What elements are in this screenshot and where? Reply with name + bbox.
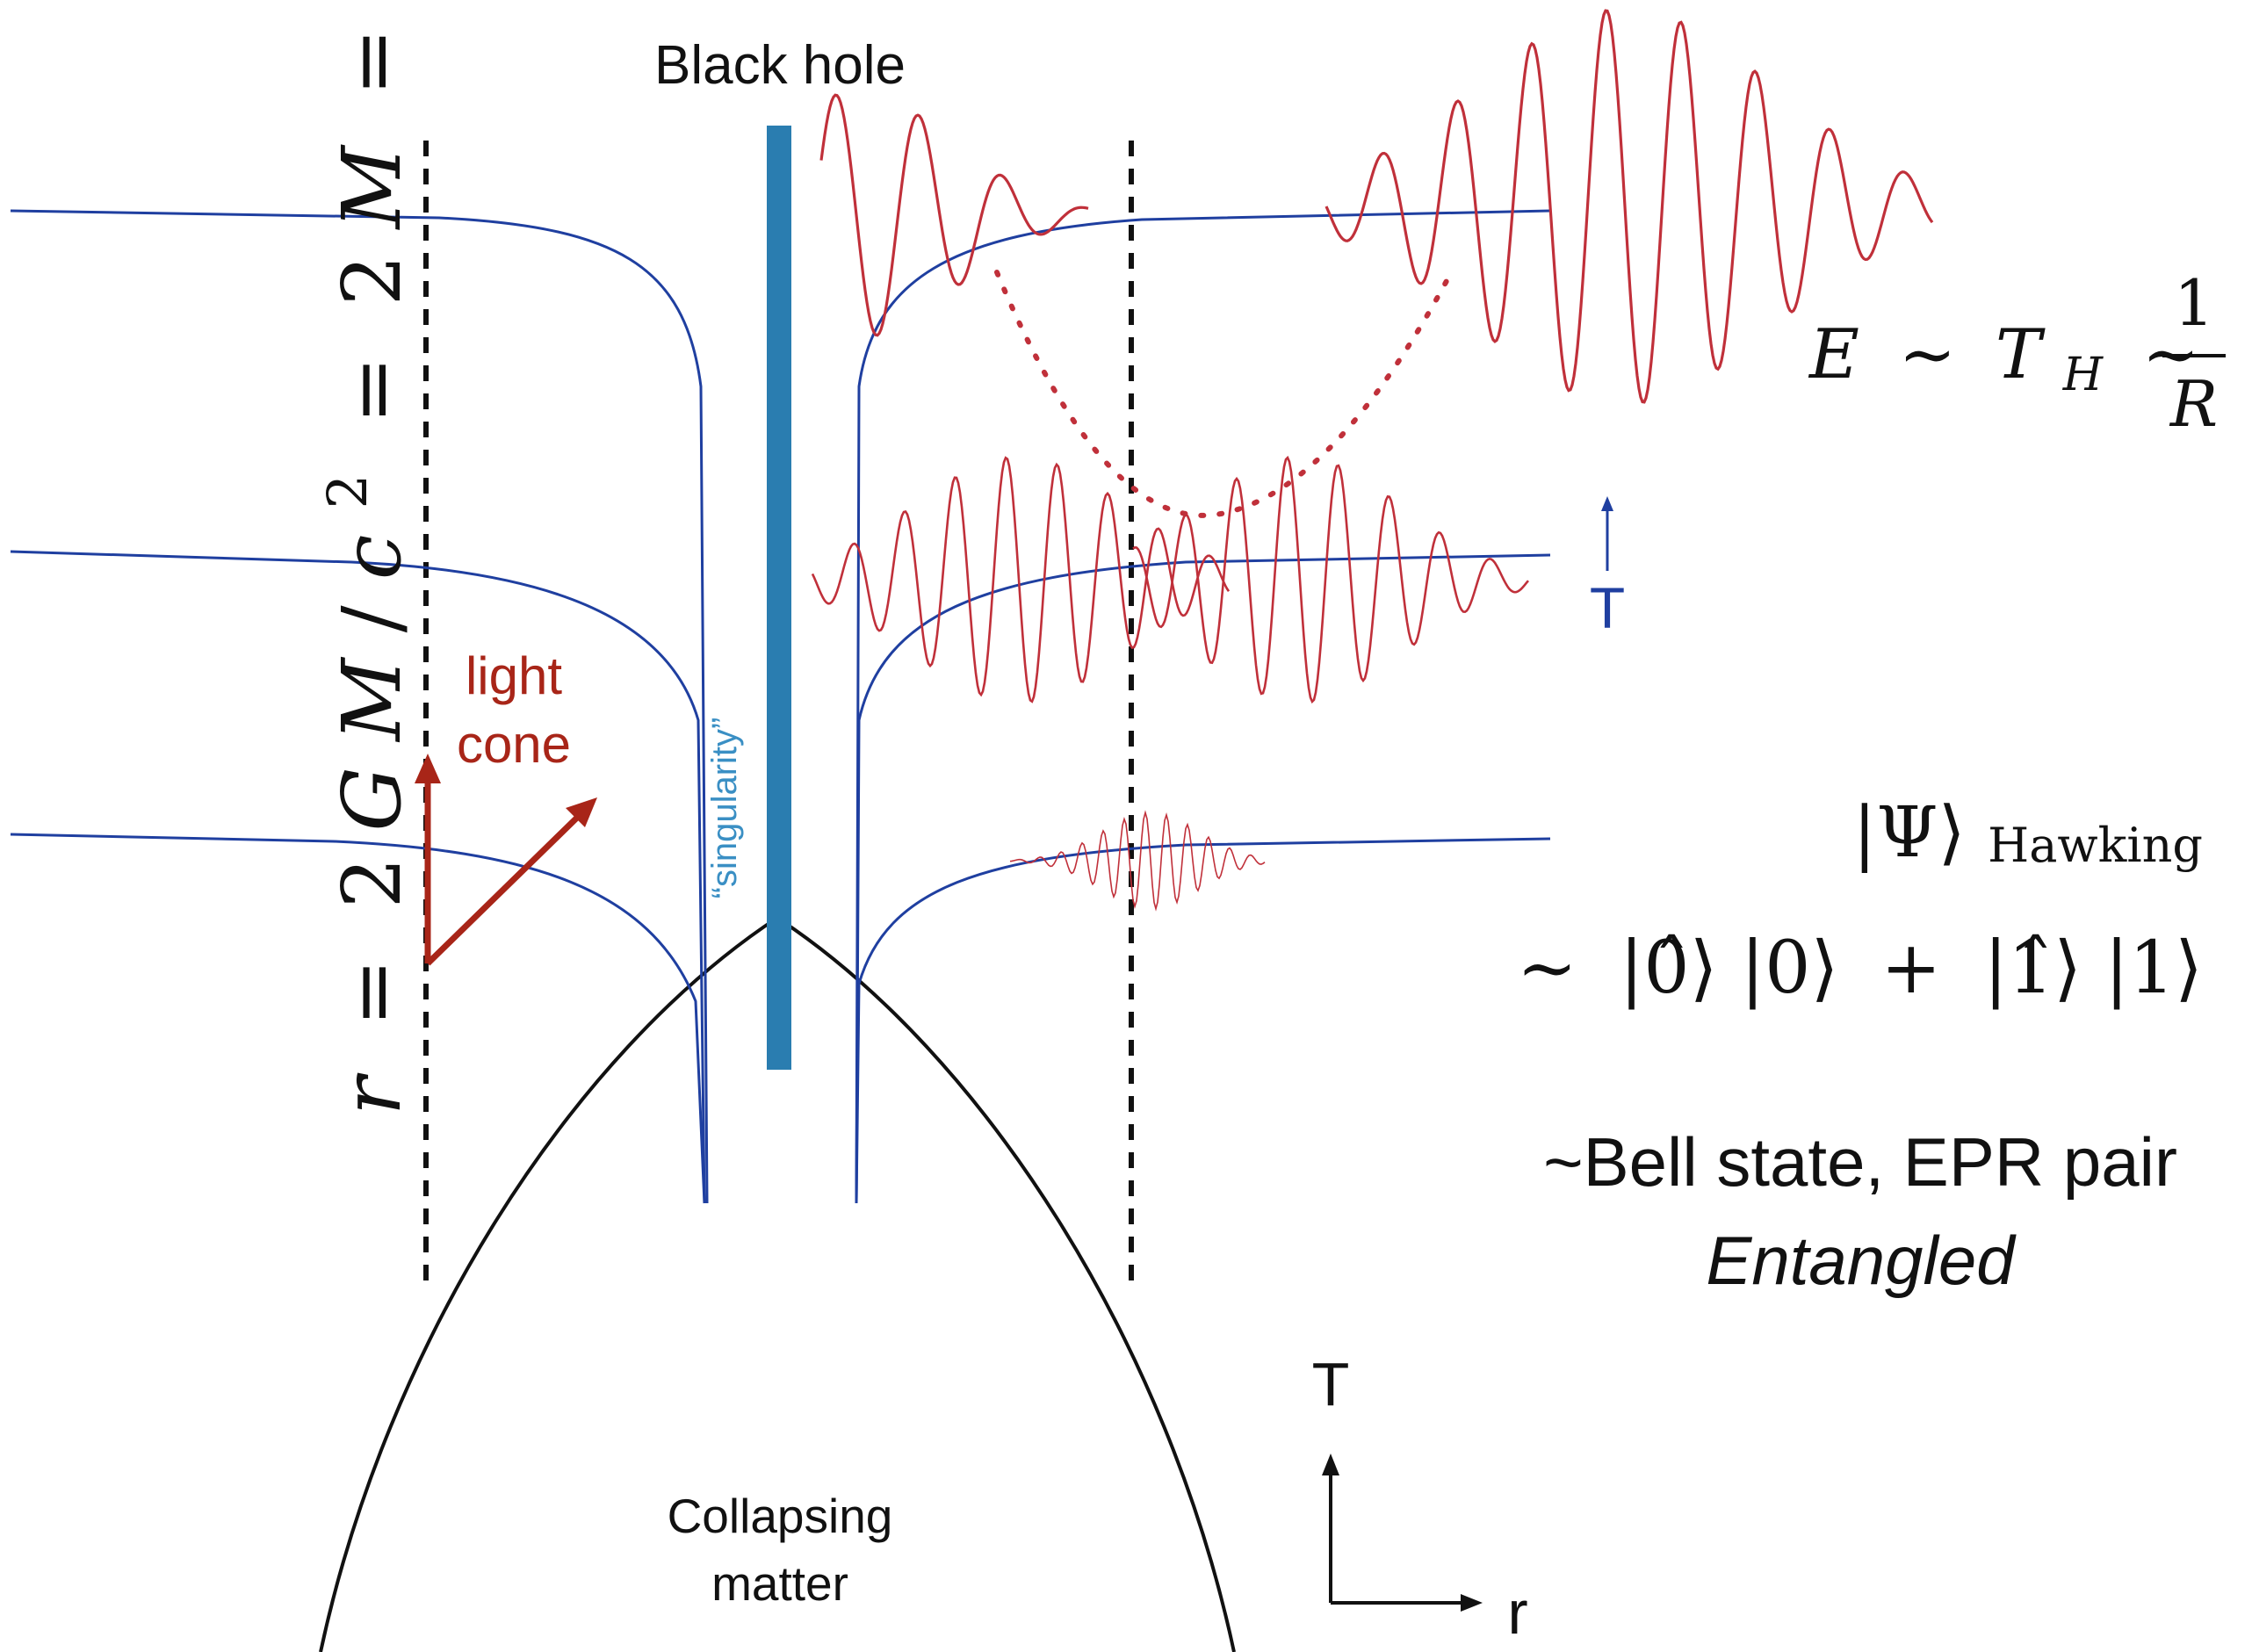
r-axis-label: r — [1507, 1578, 1527, 1647]
time-slice-left-bottom — [10, 833, 706, 1204]
entanglement-dotted-link — [994, 265, 1456, 518]
light-cone-diagonal-arrow — [425, 812, 582, 966]
time-slice-curves-right — [855, 209, 1551, 1204]
collapsing-label-line1: Collapsing — [668, 1489, 893, 1543]
energy-fraction-denominator: R — [2169, 367, 2218, 441]
light-cone-diagonal-arrowhead — [566, 797, 597, 827]
psi-hawking-equation: |Ψ⟩ Hawking — [1852, 791, 2203, 873]
time-slice-right-top — [855, 209, 1551, 1204]
small-time-arrow — [1601, 496, 1613, 571]
entangled-label: Entangled — [1706, 1222, 2017, 1299]
time-slice-left-middle — [10, 550, 706, 1204]
light-cone-label-line1: light — [466, 646, 562, 705]
energy-equation: E ∼ T H ∼ 1 R — [1808, 266, 2226, 441]
horizon-equation: r = 2 G M / c 2 = 2 M = R — [292, 0, 419, 1115]
wave-top-outside — [1324, 9, 1934, 404]
wave-bottom — [1009, 810, 1266, 912]
light-cone-arrows — [415, 754, 597, 966]
small-t-label: T — [1590, 575, 1625, 640]
wave-middle-outside — [1132, 455, 1529, 704]
black-hole-label: Black hole — [654, 35, 906, 96]
light-cone-vertical-arrowhead — [415, 754, 441, 783]
superposition-equation: ∼ |0̂⟩ |0⟩ + |1̂⟩ |1⟩ — [1517, 927, 2203, 1010]
wave-top-inside — [819, 93, 1089, 337]
bell-state-label: ~Bell state, EPR pair — [1543, 1123, 2177, 1201]
time-slice-right-bottom — [855, 837, 1551, 1204]
wave-middle-inside — [811, 456, 1231, 703]
energy-fraction-numerator: 1 — [2174, 266, 2214, 340]
time-slice-right-middle — [855, 553, 1551, 1204]
axes-arrows — [1322, 1454, 1483, 1612]
r-axis-arrowhead — [1461, 1594, 1483, 1612]
hawking-wave-packets — [811, 9, 1934, 912]
collapsing-label-line2: matter — [711, 1556, 848, 1611]
t-axis-label: T — [1312, 1350, 1350, 1418]
t-axis-arrowhead — [1322, 1454, 1339, 1475]
light-cone-label-line2: cone — [457, 715, 571, 774]
svg-text:E ∼ T H: E ∼ T H ∼ — [1808, 315, 2199, 407]
singularity-label: “singularity” — [705, 718, 744, 899]
time-slice-left-top — [10, 209, 709, 1204]
time-slice-curves-left — [10, 209, 709, 1204]
singularity-bar — [767, 126, 791, 1070]
